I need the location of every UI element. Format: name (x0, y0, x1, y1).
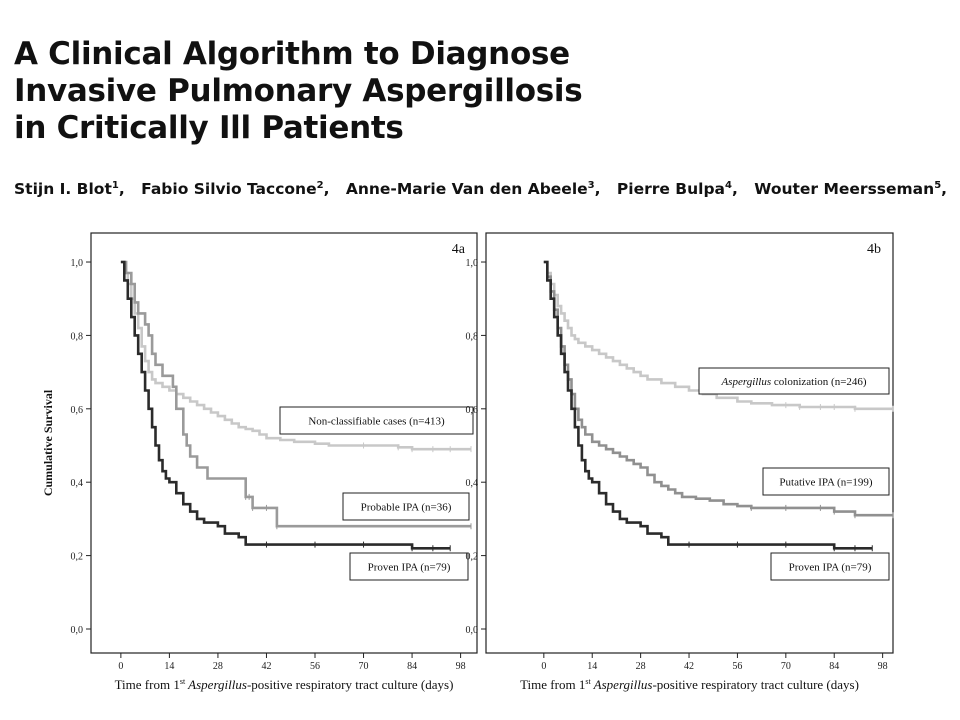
legend-label: Putative IPA (n=199) (779, 477, 873, 489)
x-tick-label: 84 (407, 661, 417, 672)
km-panel-4a: 4a 0,0 0,2 0,4 0,6 0,8 1,0 0 14 28 42 56 70 84 98Time … (41, 232, 478, 692)
x-tick-label: 42 (684, 661, 694, 672)
legend-box (342, 492, 470, 521)
legend-box (279, 406, 474, 435)
x-tick-label: 70 (359, 661, 369, 672)
panel-label: 4b (867, 242, 881, 257)
x-tick-label: 98 (456, 661, 466, 672)
km-curve-1 (543, 260, 893, 411)
x-tick-label: 28 (636, 661, 646, 672)
legend-box (698, 367, 890, 395)
x-tick-label: 28 (213, 661, 223, 672)
legend-box (762, 467, 890, 496)
title-line: A Clinical Algorithm to Diagnose (14, 36, 570, 72)
y-tick-label: 0,8 (71, 331, 84, 342)
x-tick-label: 98 (878, 661, 888, 672)
title-line: Invasive Pulmonary Aspergillosis (14, 73, 583, 109)
x-tick-label: 14 (587, 661, 597, 672)
y-tick-label: 1,0 (71, 258, 84, 269)
legend-label: Proven IPA (n=79) (368, 562, 451, 574)
x-tick-label: 0 (118, 661, 123, 672)
y-tick-label: 0,4 (71, 478, 84, 489)
y-tick-label: 0,2 (466, 552, 479, 563)
km-curve-1 (120, 260, 471, 451)
legend-box (349, 552, 469, 581)
y-tick-label: 0,0 (466, 625, 479, 636)
plot-frame (90, 232, 478, 654)
legend-label: Probable IPA (n=36) (361, 502, 452, 514)
legend-label: Aspergillus colonization (n=246) (720, 376, 866, 388)
x-tick-label: 70 (781, 661, 791, 672)
legend-box (770, 552, 890, 581)
x-tick-label: 56 (732, 661, 742, 672)
x-tick-label: 0 (541, 661, 546, 672)
km-curve-3 (120, 260, 451, 550)
km-curve-2 (120, 260, 471, 528)
x-axis-label: Time from 1st Aspergillus-positive respi… (115, 677, 454, 692)
paper-title: A Clinical Algorithm to Diagnose Invasiv… (14, 36, 954, 147)
y-tick-label: 0,0 (71, 625, 84, 636)
y-tick-label: 0,6 (71, 405, 84, 416)
author: Stijn I. Blot1, (14, 180, 125, 199)
y-tick-label: 1,0 (466, 258, 479, 269)
km-panel-4b: 4b 0,0 0,2 0,4 0,6 0,8 1,0 0 14 28 42 56 70 84 98 Time … (466, 232, 894, 692)
y-axis-label: Cumulative Survival (41, 389, 55, 496)
y-tick-label: 0,6 (466, 405, 479, 416)
author: Fabio Silvio Taccone2, (141, 180, 330, 199)
author-list: Stijn I. Blot1, Fabio Silvio Taccone2, A… (14, 180, 954, 198)
y-tick-label: 0,2 (71, 552, 84, 563)
x-tick-label: 42 (261, 661, 271, 672)
legend-label: Non-classifiable cases (n=413) (308, 416, 445, 428)
x-axis-label: Time from 1st Aspergillus-positive respi… (520, 677, 859, 692)
x-tick-label: 14 (164, 661, 174, 672)
x-tick-label: 84 (829, 661, 839, 672)
y-tick-label: 0,4 (466, 478, 479, 489)
author: Wouter Meersseman5, (754, 180, 948, 199)
x-tick-label: 56 (310, 661, 320, 672)
plot-frame (485, 232, 894, 654)
km-curve-3 (543, 260, 873, 550)
panel-label: 4a (452, 242, 466, 257)
author: Pierre Bulpa4, (616, 180, 738, 199)
y-tick-label: 0,8 (466, 331, 479, 342)
title-line: in Critically Ill Patients (14, 110, 404, 146)
legend-label: Proven IPA (n=79) (789, 562, 872, 574)
author: Anne-Marie Van den Abeele3, (345, 180, 601, 199)
